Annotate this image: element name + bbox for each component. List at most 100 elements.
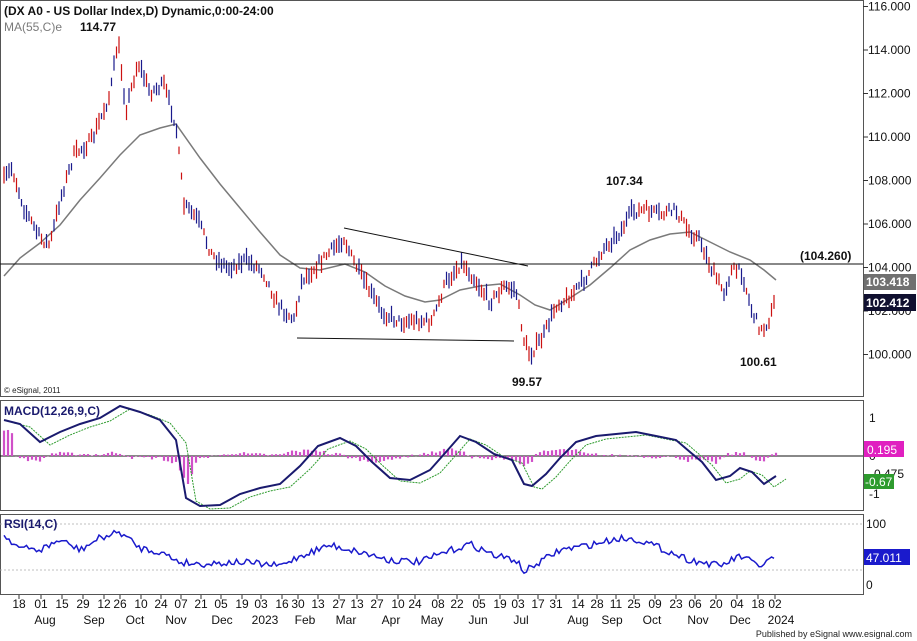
x-day-label: 03 [511,597,525,611]
price-panel-frame [0,0,864,397]
x-month-label: 2024 [768,613,795,627]
lower-trendline [296,337,515,342]
x-month-label: Jun [468,613,487,627]
price-y-tick-label: 108.000 [868,174,912,188]
x-month-label: Dec [729,613,750,627]
price-y-tick-label: 114.000 [868,43,911,57]
x-day-label: 30 [291,597,305,611]
price-last-label: 102.412 [866,296,910,310]
price-y-tick-label: 110.000 [868,130,911,144]
x-day-label: 03 [254,597,268,611]
macd-y-tick-label: 1 [869,411,876,425]
macd-line [3,404,777,508]
x-day-label: 06 [688,597,702,611]
trendlines-layer [0,227,863,342]
price-y-tick-label: 100.000 [868,348,912,362]
x-day-label: 23 [669,597,683,611]
x-day-label: 14 [571,597,585,611]
chart-title: (DX A0 - US Dollar Index,D) Dynamic,0:00… [4,4,274,18]
x-month-label: 2023 [252,613,279,627]
x-day-label: 11 [610,597,623,611]
x-day-label: 01 [34,597,48,611]
x-month-label: Aug [34,613,55,627]
x-month-label: Sep [601,613,623,627]
watermark: © eSignal, 2011 [4,386,61,395]
resistance-label: (104.260) [800,249,851,263]
macd-hist-value: 0.195 [867,443,897,457]
x-day-label: 24 [154,597,168,611]
x-day-label: 20 [709,597,723,611]
x-month-label: Aug [567,613,588,627]
x-day-label: 21 [194,597,208,611]
x-day-label: 10 [134,597,148,611]
x-day-label: 19 [493,597,507,611]
x-day-label: 17 [531,597,545,611]
x-day-label: 04 [730,597,744,611]
upper-trendline [343,227,529,267]
x-month-label: Nov [165,613,186,627]
x-month-label: May [421,613,444,627]
price-y-tick-label: 106.000 [868,217,912,231]
x-month-label: Dec [211,613,232,627]
x-day-label: 09 [648,597,662,611]
price-value-badge [864,294,916,311]
price-y-tick-label: 112.000 [868,87,911,101]
x-day-label: 15 [55,597,69,611]
macd-title: MACD(12,26,9,C) [4,404,100,418]
annotation-high: 107.34 [606,174,643,188]
ma-line [3,123,777,311]
price-y-tick-label: 116.000 [868,0,911,14]
x-day-label: 12 [97,597,111,611]
x-day-label: 27 [370,597,384,611]
macd-signal-badge [864,474,894,489]
price-y-tick-label: 104.000 [868,261,912,275]
ma-label: MA(55,C)e [4,20,62,34]
x-day-label: 16 [275,597,289,611]
x-day-label: 13 [350,597,364,611]
rsi-layer [0,523,863,575]
x-day-label: 18 [751,597,765,611]
x-day-label: 24 [408,597,422,611]
x-month-label: Feb [295,613,316,627]
ma-value: 114.77 [80,20,116,34]
macd-y-tick-label: -1 [869,487,880,501]
footer-publisher: Published by eSignal www.esignal.com [756,629,912,639]
rsi-panel-frame [0,514,864,595]
rsi-title: RSI(14,C) [4,517,57,531]
x-month-label: Mar [336,613,357,627]
x-day-label: 22 [450,597,464,611]
x-month-label: Nov [687,613,708,627]
macd-signal-line [13,408,787,510]
x-day-label: 05 [214,597,228,611]
x-month-label: Sep [83,613,105,627]
x-day-label: 13 [311,597,325,611]
x-day-label: 29 [76,597,90,611]
x-day-label: 28 [590,597,604,611]
x-month-label: Jul [513,613,528,627]
x-day-label: 19 [235,597,249,611]
rsi-value-badge [864,549,910,565]
macd-hist-badge [864,441,904,457]
rsi-y-tick-label: 100 [866,517,886,531]
x-day-label: 08 [431,597,445,611]
moving-average-layer [3,123,777,311]
x-day-label: 26 [113,597,127,611]
ma-last-label: 103.418 [866,275,910,289]
x-month-label: Oct [126,613,145,627]
x-day-label: 02 [768,597,782,611]
panel-frames [0,0,864,595]
x-day-label: 05 [472,597,486,611]
axis-layer: 116.000 114.000 112.000 110.000 108.000 106.0… [12,0,911,627]
x-day-label: 27 [332,597,346,611]
x-day-label: 10 [391,597,405,611]
price-bars-layer [3,36,775,365]
x-month-label: Apr [382,613,401,627]
x-month-label: Oct [643,613,662,627]
annotation-low-dec: 100.61 [740,355,777,369]
annotation-low-jul: 99.57 [512,375,542,389]
ma-value-badge [864,274,916,290]
rsi-line [3,529,775,575]
x-day-label: 25 [627,597,641,611]
macd-signal-value: -0.67 [865,475,893,489]
